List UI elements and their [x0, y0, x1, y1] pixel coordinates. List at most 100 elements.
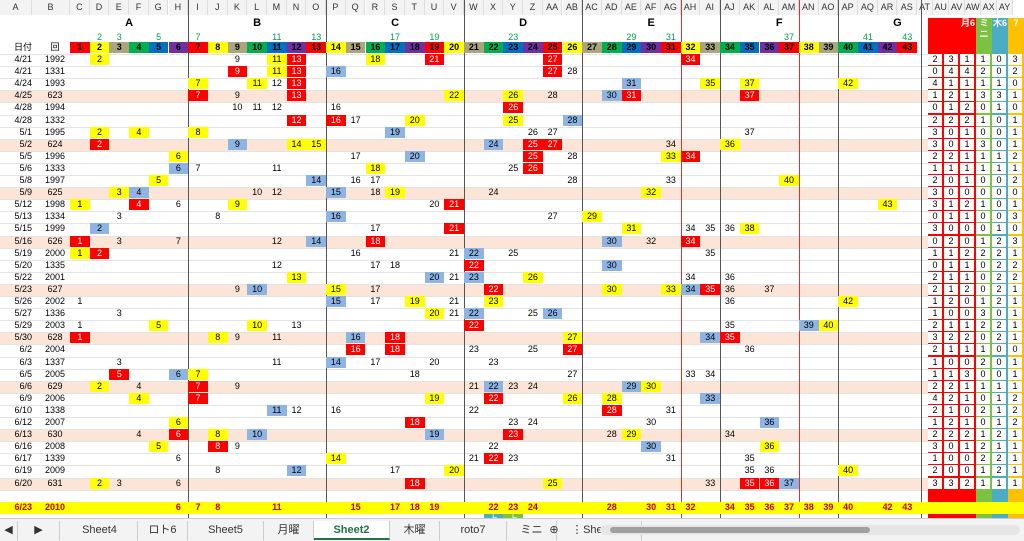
spreadsheet-grid[interactable]: A B C D E F G H I J K L M N O P Q R S T U V W X Y Z AA AB AC AD AE AF AG… [0, 0, 1024, 518]
number-cell: 26 [527, 126, 538, 137]
column-header-a[interactable]: A [0, 0, 32, 15]
prime-number-label: 23 [508, 32, 519, 42]
stat-value: 2 [944, 417, 958, 428]
number-cell: 21 [468, 453, 479, 464]
add-sheet-icon[interactable]: ⊕ [549, 524, 559, 536]
stat-value: 0 [960, 187, 974, 199]
horizontal-scrollbar[interactable] [600, 525, 1020, 535]
column-header-u[interactable]: U [424, 0, 445, 15]
column-header-p[interactable]: P [326, 0, 346, 15]
stat-value: 2 [976, 441, 990, 453]
column-header-as[interactable]: AS [897, 0, 918, 15]
column-header-aj[interactable]: AJ [720, 0, 740, 15]
column-header-w[interactable]: W [464, 0, 484, 15]
column-header-ae[interactable]: AE [621, 0, 642, 15]
sheet-tab[interactable]: 木曜 [390, 521, 440, 540]
stat-value: 0 [960, 223, 974, 235]
column-header-i[interactable]: I [188, 0, 208, 15]
column-header-f[interactable]: F [129, 0, 149, 15]
column-header-af[interactable]: AF [641, 0, 661, 15]
column-header-l[interactable]: L [247, 0, 267, 15]
column-header-aw[interactable]: AW [965, 0, 982, 15]
column-header-ag[interactable]: AG [661, 0, 681, 15]
stat-value: 1 [992, 392, 1006, 404]
column-header-au[interactable]: AU [933, 0, 950, 15]
stat-value: 0 [944, 356, 958, 368]
stat-value: 1 [944, 320, 958, 332]
column-header-d[interactable]: D [89, 0, 110, 15]
prime-number-label: 11 [272, 32, 282, 42]
column-header-ai[interactable]: AI [700, 0, 721, 15]
number-cell: 11 [272, 162, 282, 173]
column-header-o[interactable]: O [306, 0, 327, 15]
sheet-tab[interactable]: 月曜 [264, 521, 314, 540]
column-header-ab[interactable]: AB [562, 0, 583, 15]
scroll-right-icon[interactable]: ▶ [18, 521, 60, 540]
sheet-tab[interactable]: roto7 [440, 521, 507, 540]
column-header-s[interactable]: S [385, 0, 405, 15]
column-header-ac[interactable]: AC [582, 0, 602, 15]
stat-value: 0 [960, 296, 974, 307]
column-header-al[interactable]: AL [759, 0, 780, 15]
number-cell: 35 [724, 320, 735, 331]
stat-value: 1 [960, 259, 974, 271]
column-header-b[interactable]: B [32, 0, 70, 15]
column-header-an[interactable]: AN [798, 0, 819, 15]
column-header-aq[interactable]: AQ [858, 0, 878, 15]
row-date: 4/28 [14, 102, 32, 113]
column-header-ad[interactable]: AD [601, 0, 622, 15]
sheet-tab[interactable]: Sheet4 [62, 521, 138, 540]
column-header-x[interactable]: X [483, 0, 504, 15]
stat-value: 1 [960, 162, 974, 174]
stat-value: 1 [1008, 320, 1022, 332]
column-header-q[interactable]: Q [345, 0, 366, 15]
column-header-ah[interactable]: AH [680, 0, 701, 15]
sheet-tab[interactable]: ロト6 [138, 521, 188, 540]
column-header-y[interactable]: Y [503, 0, 524, 15]
number-cell: 19 [385, 187, 405, 199]
column-header-g[interactable]: G [148, 0, 169, 15]
column-header-ax[interactable]: AX [981, 0, 998, 15]
number-cell: 11 [272, 356, 282, 367]
stat-value: 0 [992, 187, 1006, 199]
column-header-k[interactable]: K [227, 0, 248, 15]
sheet-tab[interactable]: Sheet2 [314, 521, 390, 540]
column-header-ak[interactable]: AK [739, 0, 760, 15]
column-header-v[interactable]: V [444, 0, 464, 15]
stat-value: 1 [944, 78, 958, 90]
more-options-icon[interactable]: ⋮ [571, 524, 583, 536]
number-cell: 30 [601, 90, 622, 102]
sheet-tab[interactable]: Sheet5 [188, 521, 264, 540]
stat-value: 1 [992, 477, 1006, 489]
column-header-ay[interactable]: AY [997, 0, 1014, 15]
column-header-ar[interactable]: AR [877, 0, 898, 15]
stat-value: 0 [1008, 78, 1022, 90]
scroll-left-icon[interactable]: ◀ [0, 521, 18, 540]
prime-number-label: 3 [116, 32, 122, 42]
column-header-t[interactable]: T [404, 0, 425, 15]
group-label-f: F [775, 17, 783, 29]
sheet-tab[interactable]: ミニ [507, 521, 557, 540]
column-header-r[interactable]: R [365, 0, 386, 15]
column-header-h[interactable]: H [168, 0, 189, 15]
column-header-am[interactable]: AM [779, 0, 799, 15]
column-header-z[interactable]: Z [523, 0, 543, 15]
row-round: 2004 [44, 344, 66, 355]
grid-line [0, 247, 1024, 249]
column-header-av[interactable]: AV [949, 0, 966, 15]
row-date: 4/21 [14, 54, 32, 64]
column-header-n[interactable]: N [286, 0, 307, 15]
column-header-j[interactable]: J [207, 0, 228, 15]
column-header-m[interactable]: M [267, 0, 287, 15]
column-header-at[interactable]: AT [917, 0, 934, 15]
number-cell: 36 [744, 344, 755, 355]
number-cell: 11 [247, 78, 267, 90]
stat-value: 0 [992, 344, 1006, 356]
prime-number-label: 41 [862, 32, 873, 42]
column-header-aa[interactable]: AA [542, 0, 563, 15]
column-header-c[interactable]: C [70, 0, 90, 15]
column-header-ap[interactable]: AP [838, 0, 858, 15]
stat-value: 1 [976, 465, 990, 477]
column-header-ao[interactable]: AO [818, 0, 839, 15]
column-header-e[interactable]: E [109, 0, 130, 15]
